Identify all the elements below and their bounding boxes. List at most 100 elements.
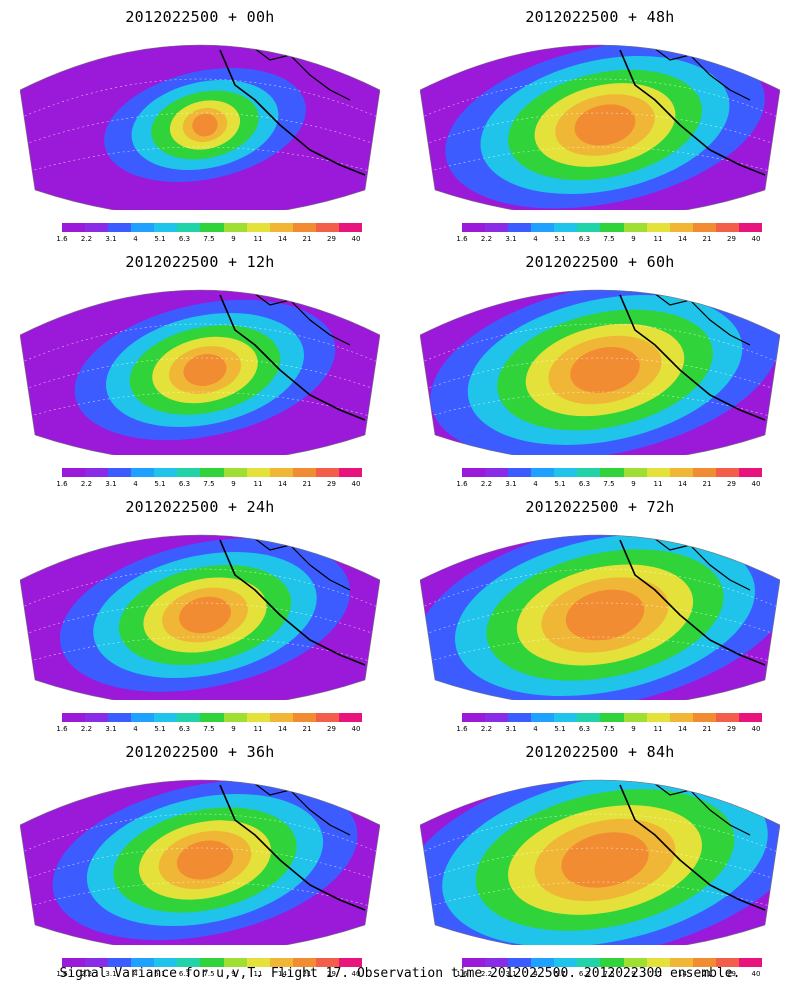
colorbar-tick-label: 2.2: [480, 235, 493, 243]
colorbar-segment: [62, 468, 86, 477]
colorbar-tick-label: 4: [533, 480, 538, 488]
colorbar-tick-label: 21: [302, 480, 312, 488]
colorbar-tick-label: 9: [231, 235, 236, 243]
colorbar-segment: [554, 958, 578, 967]
colorbar-tick-label: 2.2: [480, 970, 493, 978]
colorbar-segment: [177, 223, 201, 232]
colorbar-tick-label: 14: [278, 725, 287, 733]
colorbar: [62, 958, 363, 967]
colorbar-segment: [646, 713, 670, 722]
variance-map: [20, 534, 380, 700]
map-panel: 2012022500 + 60h 1.6 2.2 3.1 4 5.1 6.3 7.5 9 11 14…: [400, 245, 800, 490]
colorbar-tick-label: 21: [702, 970, 712, 978]
colorbar: [62, 713, 363, 722]
colorbar-tick-label: 5.1: [554, 725, 566, 733]
colorbar-segment: [269, 713, 293, 722]
colorbar-tick-label: 2.2: [480, 480, 493, 488]
colorbar-tick-label: 4: [133, 725, 138, 733]
colorbar-tick-label: 21: [702, 235, 712, 243]
colorbar-segment: [715, 713, 739, 722]
colorbar: [462, 468, 763, 477]
colorbar-segment: [154, 468, 178, 477]
panel-title: 2012022500 + 24h: [125, 498, 275, 516]
colorbar-tick-label: 21: [302, 725, 312, 733]
colorbar-segment: [292, 713, 316, 722]
colorbar-tick-label: 5.1: [154, 725, 166, 733]
colorbar-tick-label: 4: [533, 235, 538, 243]
colorbar-tick-label: 1.6: [56, 725, 68, 733]
colorbar-tick-label: 5.1: [554, 480, 566, 488]
variance-map: [420, 289, 780, 455]
colorbar-segment: [62, 223, 86, 232]
variance-map: [20, 779, 380, 945]
colorbar-tick-label: 3.1: [105, 480, 117, 488]
colorbar-segment: [531, 958, 555, 967]
variance-map: [20, 44, 380, 210]
colorbar-segment: [108, 468, 132, 477]
colorbar-segment: [177, 958, 201, 967]
colorbar-segment: [338, 223, 363, 232]
map-panel: 2012022500 + 36h 1.6 2.2 3.1 4 5.1 6.3 7.5 9 11 14…: [0, 735, 400, 980]
panel-title: 2012022500 + 12h: [125, 253, 275, 271]
colorbar-segment: [531, 713, 555, 722]
colorbar-tick-label: 14: [278, 480, 287, 488]
colorbar-segment: [669, 713, 693, 722]
colorbar-tick-label: 3.1: [505, 725, 517, 733]
colorbar-segment: [577, 223, 601, 232]
colorbar-segment: [246, 713, 270, 722]
colorbar-tick-label: 9: [631, 235, 636, 243]
colorbar-segment: [200, 713, 224, 722]
map-panel: 2012022500 + 12h 1.6 2.2 3.1 4 5.1 6.3 7.5 9 11 14…: [0, 245, 400, 490]
colorbar-tick-label: 5.1: [154, 970, 166, 978]
colorbar-segment: [669, 223, 693, 232]
colorbar-segment: [315, 223, 339, 232]
colorbar-tick-label: 11: [653, 480, 663, 488]
colorbar-segment: [738, 468, 763, 477]
colorbar-segment: [338, 468, 363, 477]
colorbar-segment: [246, 958, 270, 967]
colorbar-tick-label: 21: [702, 480, 712, 488]
colorbar-tick-label: 21: [302, 235, 312, 243]
colorbar-segment: [692, 713, 716, 722]
colorbar-segment: [600, 713, 624, 722]
colorbar-tick-label: 11: [653, 235, 663, 243]
colorbar-tick-label: 40: [751, 480, 761, 488]
colorbar-tick-label: 11: [253, 480, 263, 488]
colorbar-tick-label: 29: [727, 235, 736, 243]
colorbar-segment: [623, 713, 647, 722]
colorbar-segment: [246, 468, 270, 477]
colorbar-segment: [738, 958, 763, 967]
panel-title: 2012022500 + 48h: [525, 8, 675, 26]
colorbar-tick-label: 1.6: [56, 480, 68, 488]
colorbar-segment: [269, 958, 293, 967]
colorbar-segment: [669, 958, 693, 967]
colorbar-tick-labels: 1.6 2.2 3.1 4 5.1 6.3 7.5 9 11 14 21 29 40: [452, 235, 772, 245]
colorbar-segment: [485, 958, 509, 967]
colorbar-tick-label: 21: [302, 970, 312, 978]
colorbar-tick-label: 29: [727, 970, 736, 978]
colorbar-tick-label: 14: [278, 970, 287, 978]
map-panel: 2012022500 + 48h 1.6 2.2 3.1 4 5.1 6.3 7.5 9 11 14…: [400, 0, 800, 245]
colorbar-segment: [177, 713, 201, 722]
colorbar-segment: [315, 958, 339, 967]
colorbar-tick-label: 3.1: [105, 725, 117, 733]
colorbar-segment: [577, 713, 601, 722]
colorbar-tick-label: 1.6: [456, 970, 468, 978]
colorbar-tick-label: 11: [653, 970, 663, 978]
colorbar-tick-label: 11: [253, 970, 263, 978]
colorbar-segment: [577, 468, 601, 477]
colorbar-segment: [485, 468, 509, 477]
colorbar-tick-label: 2.2: [80, 235, 93, 243]
colorbar-tick-label: 9: [631, 725, 636, 733]
colorbar-tick-label: 7.5: [203, 235, 215, 243]
variance-map: [420, 534, 780, 700]
colorbar-tick-label: 7.5: [203, 725, 215, 733]
colorbar-segment: [508, 468, 532, 477]
colorbar-tick-label: 40: [351, 725, 361, 733]
colorbar-tick-label: 11: [253, 235, 263, 243]
colorbar-segment: [554, 223, 578, 232]
colorbar-segment: [715, 223, 739, 232]
colorbar-tick-label: 1.6: [56, 235, 68, 243]
colorbar-tick-label: 40: [751, 235, 761, 243]
colorbar-tick-label: 9: [631, 480, 636, 488]
